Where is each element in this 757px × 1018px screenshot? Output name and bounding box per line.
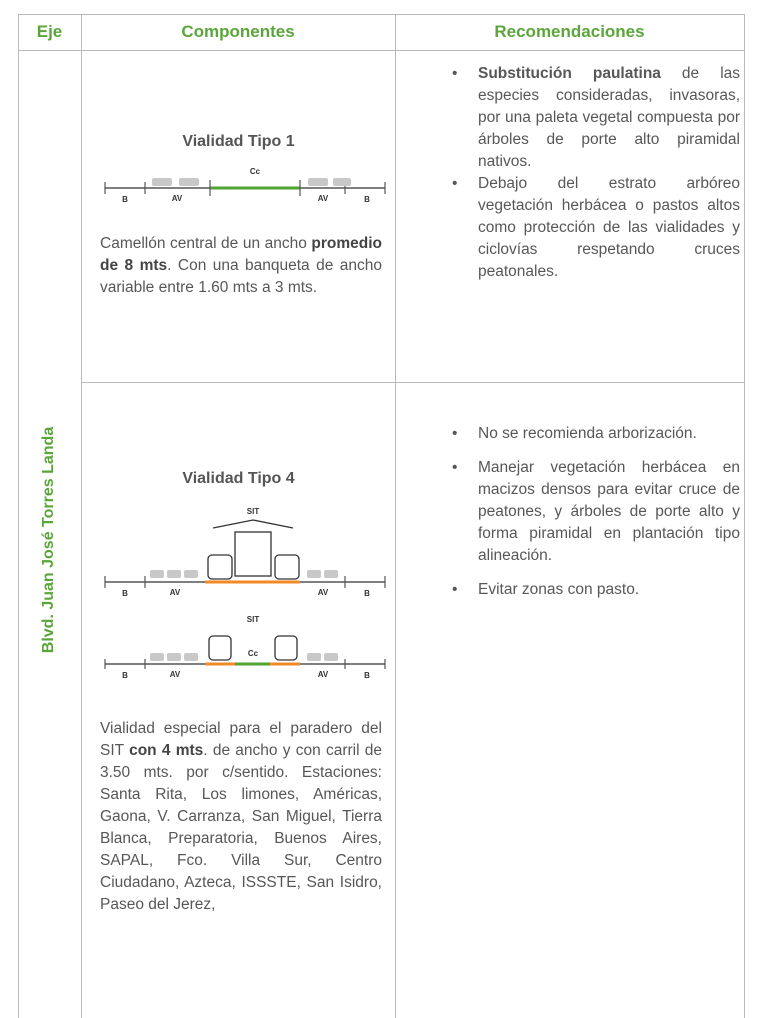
border [18, 14, 19, 1018]
header-cell: Recomendaciones [494, 22, 645, 41]
border [18, 50, 745, 51]
diagram-label: Cc [248, 649, 259, 658]
border [18, 14, 745, 15]
text: Vialidad especial para el paradero del S… [100, 720, 382, 759]
row-title: Vialidad Tipo 1 [182, 133, 295, 150]
border [81, 382, 745, 383]
diagram-label: SIT [247, 615, 260, 624]
diagram-label: AV [170, 670, 181, 679]
diagram-label: AV [170, 588, 181, 597]
recommendation: Manejar vegetación herbácea en macizos d… [452, 457, 740, 567]
text: . de ancho y con carril de 3.50 mts. por… [100, 742, 383, 913]
description: Camellón central de un ancho promedio de… [100, 233, 382, 299]
diagram-label: B [364, 195, 370, 204]
diagram-label: AV [318, 670, 329, 679]
diagram-label: SIT [247, 507, 260, 516]
diagram-label: AV [172, 194, 183, 203]
text-bold: con 4 mts [129, 742, 204, 759]
road-diagram: B AV Cc AV B [104, 167, 386, 204]
description: Vialidad especial para el paradero del S… [100, 718, 382, 916]
road-diagram: SIT Cc B AV AV B [104, 615, 386, 680]
text: Debajo del estrato arbóreo vegetación he… [478, 175, 740, 280]
text: Manejar vegetación herbácea en macizos d… [478, 459, 740, 564]
axis-label: Blvd. Juan José Torres Landa [40, 426, 57, 654]
diagram-label: Cc [250, 167, 261, 176]
text-bold: promedio de 8 mts [100, 235, 382, 274]
recommendation-list: Substitución paulatina de las especies c… [410, 63, 740, 283]
recommendation: Debajo del estrato arbóreo vegetación he… [452, 173, 740, 283]
diagram-label: B [364, 589, 370, 598]
text: Camellón central de un ancho [100, 235, 312, 252]
border [395, 14, 396, 1018]
diagram-label: B [364, 671, 370, 680]
recommendation: No se recomienda arborización. [452, 423, 740, 445]
header-cell: Eje [36, 22, 63, 41]
road-diagram: SIT B AV AV B [104, 507, 386, 598]
recommendation-list: No se recomienda arborización. Manejar v… [410, 423, 740, 601]
diagram-label: B [122, 589, 128, 598]
border [81, 14, 82, 1018]
diagram-label: AV [318, 588, 329, 597]
text-bold: Substitución paulatina [478, 65, 661, 82]
text: No se recomienda arborización. [478, 425, 697, 442]
border [744, 14, 745, 1018]
text: Evitar zonas con pasto. [478, 581, 640, 598]
recommendation: Evitar zonas con pasto. [452, 579, 740, 601]
row-title: Vialidad Tipo 4 [182, 470, 295, 487]
text: . Con una banqueta de ancho variable ent… [100, 257, 382, 296]
header-cell: Componentes [181, 22, 295, 41]
text: de las especies consideradas, invasoras,… [478, 65, 741, 170]
diagram-label: B [122, 671, 128, 680]
diagram-label: B [122, 195, 128, 204]
diagram-label: AV [318, 194, 329, 203]
recommendation: Substitución paulatina de las especies c… [452, 63, 741, 173]
